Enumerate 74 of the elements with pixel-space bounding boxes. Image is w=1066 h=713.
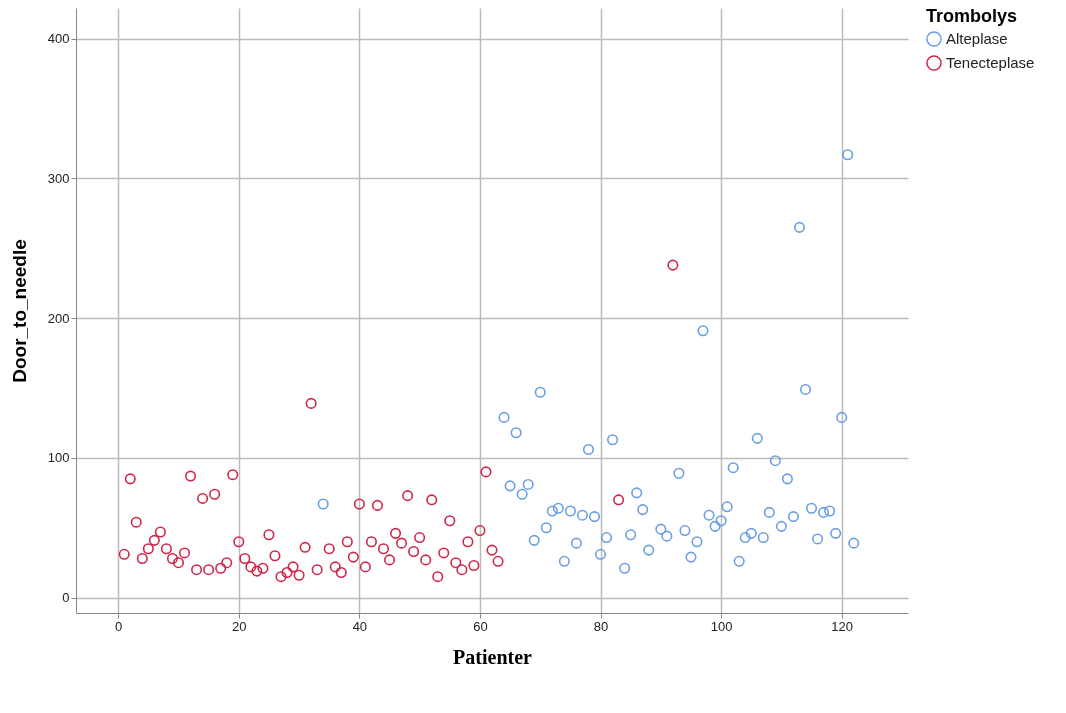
- point: [528, 534, 540, 546]
- point: [727, 462, 739, 474]
- point: [812, 533, 824, 545]
- point: [691, 536, 703, 548]
- point: [588, 511, 601, 523]
- point: [733, 555, 745, 567]
- x-tick-label: 40: [352, 618, 368, 634]
- point: [625, 529, 637, 541]
- point: [317, 498, 329, 510]
- point: [721, 501, 733, 513]
- point: [703, 509, 715, 521]
- point: [787, 511, 799, 523]
- point: [619, 562, 631, 574]
- point: [552, 502, 564, 514]
- point: [607, 434, 619, 446]
- point: [534, 386, 546, 398]
- point: [799, 383, 812, 395]
- x-tick-label: 60: [473, 618, 488, 634]
- point: [697, 325, 709, 337]
- point: [818, 506, 830, 518]
- x-tick-label: 80: [593, 618, 609, 634]
- y-axis-title: Door_to_needle: [8, 239, 30, 383]
- legend-title: Trombolys: [926, 6, 1018, 26]
- point: [655, 523, 667, 535]
- y-tick-label: 0: [62, 590, 70, 606]
- point: [637, 504, 649, 516]
- x-tick-label: 20: [232, 618, 247, 634]
- point: [673, 467, 685, 479]
- point: [685, 551, 697, 563]
- point: [757, 532, 769, 544]
- legend-label: Alteplase: [946, 30, 1008, 47]
- point: [582, 443, 595, 456]
- point: [510, 427, 522, 439]
- point: [745, 527, 757, 539]
- legend-label: Tenecteplase: [946, 54, 1035, 71]
- x-tick-label: 120: [831, 618, 854, 634]
- point: [661, 530, 673, 542]
- point: [643, 544, 655, 556]
- point: [836, 411, 848, 423]
- point: [594, 548, 607, 560]
- point: [546, 505, 558, 517]
- point: [775, 520, 787, 532]
- y-tick-label: 100: [47, 450, 70, 466]
- point: [793, 221, 806, 233]
- y-tick-label: 200: [47, 310, 70, 326]
- point: [715, 515, 727, 527]
- x-tick-label: 100: [710, 618, 733, 634]
- point: [751, 432, 763, 444]
- x-axis-title: Patienter: [453, 645, 533, 668]
- point: [842, 149, 854, 161]
- point: [830, 527, 842, 539]
- point: [781, 473, 793, 485]
- point: [709, 520, 721, 532]
- point: [576, 509, 588, 521]
- point: [522, 478, 534, 490]
- point: [631, 487, 643, 499]
- point: [564, 505, 576, 517]
- point: [739, 532, 751, 544]
- point: [769, 455, 781, 467]
- y-tick-label: 300: [47, 170, 70, 186]
- point: [540, 522, 552, 534]
- y-tick-label: 400: [47, 31, 70, 47]
- point: [504, 480, 516, 492]
- point: [570, 537, 582, 549]
- point: [805, 502, 818, 514]
- point: [763, 506, 775, 518]
- point: [601, 532, 613, 544]
- point: [498, 411, 510, 423]
- point: [824, 505, 836, 517]
- point: [516, 488, 528, 500]
- point: [558, 555, 570, 567]
- point: [679, 525, 691, 537]
- x-tick-label: 0: [115, 618, 123, 634]
- point: [848, 537, 860, 549]
